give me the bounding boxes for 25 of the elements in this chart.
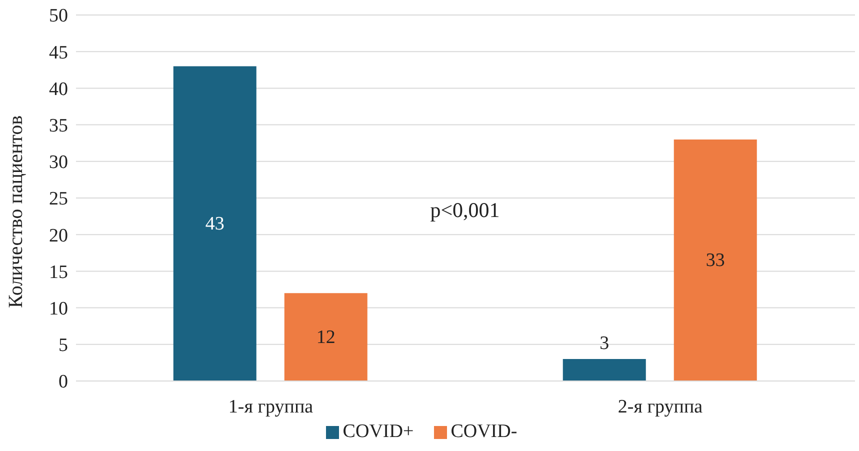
- data-label: 33: [706, 250, 725, 272]
- y-tick-label: 35: [49, 116, 68, 137]
- legend-label: COVID+: [342, 421, 414, 442]
- y-tick-label: 5: [58, 335, 68, 356]
- y-tick-label: 15: [49, 262, 68, 283]
- legend-label: COVID-: [450, 421, 518, 442]
- y-tick-label: 20: [49, 225, 68, 246]
- x-tick-label: 2-я группа: [618, 396, 704, 418]
- bar: [674, 139, 757, 381]
- y-tick-label: 50: [49, 6, 68, 27]
- data-label: 43: [205, 214, 224, 235]
- y-tick-label: 25: [49, 188, 68, 210]
- bar: [284, 293, 368, 381]
- bar: [173, 66, 256, 381]
- data-label: 3: [600, 333, 610, 354]
- y-tick-label: 45: [49, 42, 68, 64]
- y-tick-label: 40: [49, 78, 68, 100]
- y-tick-label: 0: [58, 372, 68, 393]
- annotation: p<0,001: [429, 198, 501, 223]
- y-tick-label: 30: [49, 152, 68, 174]
- data-label: 12: [316, 327, 336, 348]
- bar: [562, 359, 646, 381]
- y-tick-label: 10: [49, 298, 68, 320]
- x-tick-label: 1-я группа: [228, 396, 314, 418]
- y-axis-title: Количество пациентов: [5, 115, 28, 308]
